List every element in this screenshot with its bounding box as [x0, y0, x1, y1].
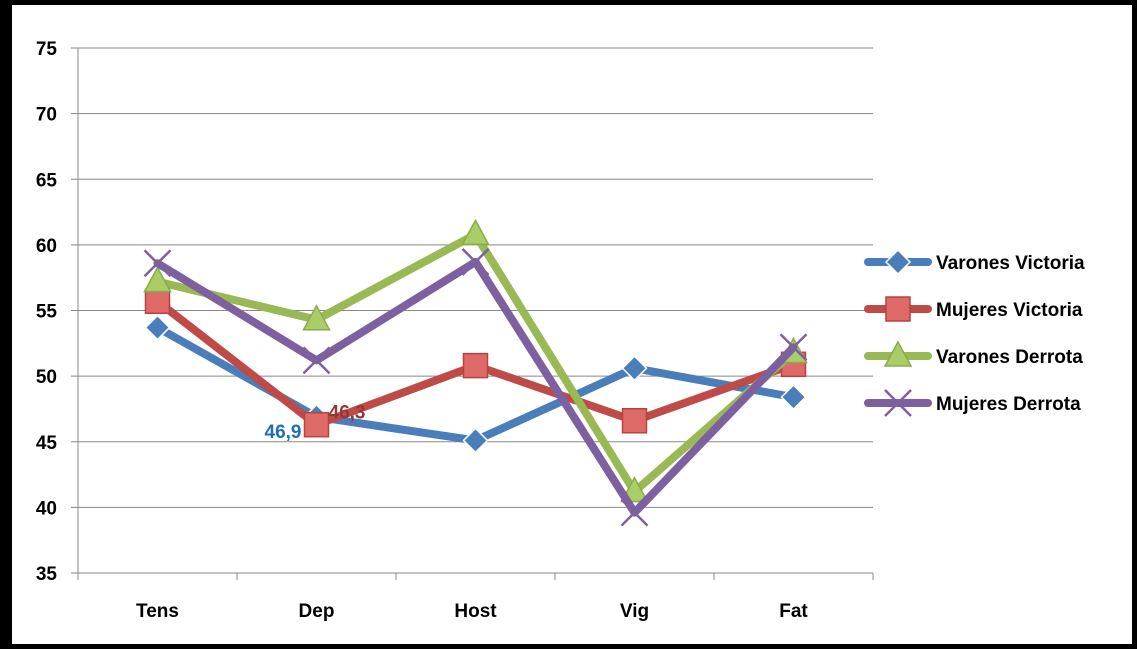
legend-item-mujeres-victoria: Mujeres Victoria [864, 296, 1083, 322]
data-labels: 46,9 46,3 [265, 403, 366, 443]
data-point-varones-derrota [302, 304, 331, 331]
x-tick-label: Host [454, 601, 497, 622]
marker-x-stroke [302, 346, 331, 375]
marker-x-stroke [620, 498, 649, 527]
marker-x-stroke [143, 249, 172, 278]
y-tick-label: 35 [36, 564, 58, 585]
legend-marker [884, 389, 912, 417]
data-point-varones-victoria [780, 384, 807, 411]
data-point-varones-derrota [461, 218, 490, 246]
data-point-varones-victoria [621, 355, 648, 382]
y-tick-label: 50 [36, 367, 57, 388]
legend-marker [885, 296, 911, 322]
legend-item-varones-derrota: Varones Derrota [864, 340, 1083, 368]
axes [71, 47, 874, 580]
marker-x-stroke [461, 248, 490, 276]
marker-x-stroke [779, 333, 808, 362]
series-mujeres-derrota [143, 248, 808, 527]
x-tick-label: Fat [779, 601, 808, 622]
data-point-varones-victoria [462, 427, 489, 454]
data-point-mujeres-victoria [462, 352, 489, 379]
y-tick-label: 60 [36, 236, 57, 257]
data-point-varones-derrota [143, 266, 172, 293]
data-point-mujeres-derrota [620, 498, 649, 527]
chart-frame-left-bar [0, 0, 12, 649]
data-point-mujeres-victoria [144, 288, 171, 315]
y-tick-label: 40 [36, 498, 57, 519]
data-point-mujeres-derrota [779, 333, 808, 362]
legend-label: Mujeres Derrota [936, 394, 1081, 415]
x-tick-label: Tens [136, 601, 179, 622]
legend-label: Varones Victoria [936, 253, 1085, 274]
data-label: 46,3 [329, 403, 366, 424]
data-point-mujeres-derrota [143, 249, 172, 278]
x-axis-tick-labels: Tens Dep Host Vig Fat [136, 601, 808, 622]
x-tick-label: Dep [299, 601, 335, 622]
data-label: 46,9 [265, 422, 302, 443]
data-point-mujeres-derrota [302, 346, 331, 375]
legend: Varones Victoria Mujeres Victoria Varones … [864, 248, 1085, 417]
marker-x-stroke [884, 389, 912, 417]
y-tick-label: 70 [36, 105, 57, 126]
legend-item-mujeres-derrota: Mujeres Derrota [864, 389, 1081, 417]
y-tick-label: 75 [36, 39, 58, 60]
legend-label: Varones Derrota [936, 347, 1083, 368]
series-group [143, 218, 808, 527]
y-axis-tick-labels: 35 40 45 50 55 60 65 70 75 [36, 39, 58, 585]
legend-item-varones-victoria: Varones Victoria [864, 248, 1085, 276]
data-point-mujeres-victoria [303, 411, 330, 438]
legend-marker [883, 340, 913, 367]
legend-label: Mujeres Victoria [936, 300, 1083, 321]
data-point-mujeres-derrota [461, 248, 490, 276]
x-tick-label: Vig [620, 601, 649, 622]
data-point-varones-victoria [144, 314, 171, 341]
y-tick-label: 65 [36, 170, 58, 191]
y-tick-label: 55 [36, 302, 58, 323]
y-tick-label: 45 [36, 433, 58, 454]
legend-marker [884, 248, 912, 276]
data-point-mujeres-victoria [621, 408, 648, 434]
